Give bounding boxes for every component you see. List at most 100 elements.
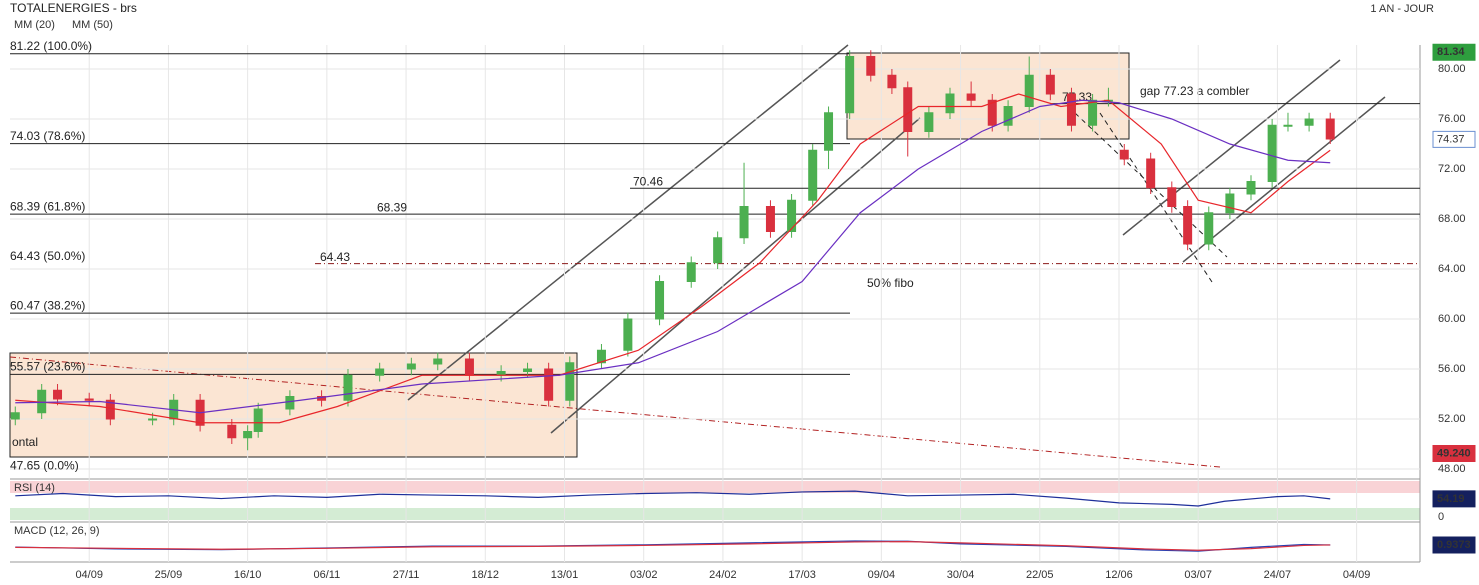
candle-body bbox=[53, 389, 63, 400]
candle-body bbox=[866, 56, 876, 76]
x-tick-label: 27/11 bbox=[393, 569, 420, 581]
badge-label: 49.240 bbox=[1437, 447, 1471, 459]
candle-body bbox=[945, 93, 955, 114]
legend-entry: MM (50) bbox=[72, 19, 113, 31]
trend-line bbox=[550, 117, 921, 434]
trend-line bbox=[1182, 96, 1386, 263]
candle-body bbox=[375, 368, 385, 376]
legend-entry: MM (20) bbox=[14, 19, 55, 31]
panel-label: MACD (12, 26, 9) bbox=[14, 525, 100, 537]
y-tick-label: 80.00 bbox=[1438, 63, 1466, 75]
badge-label: 0.9373 bbox=[1437, 539, 1471, 551]
y-tick-label: 52.00 bbox=[1438, 413, 1466, 425]
candle-body bbox=[544, 368, 554, 401]
badge-label: 81.34 bbox=[1437, 46, 1465, 58]
level-label: 77.33 bbox=[1062, 90, 1092, 104]
candle-body bbox=[523, 368, 533, 372]
price-badge bbox=[1432, 130, 1476, 148]
candle-body bbox=[1167, 187, 1177, 207]
candle-body bbox=[987, 99, 997, 126]
candle-body bbox=[10, 412, 20, 420]
y-tick-label: 0 bbox=[1438, 511, 1444, 523]
candle-body bbox=[596, 349, 606, 364]
drawings bbox=[9, 44, 1421, 563]
x-tick-label: 30/04 bbox=[947, 569, 975, 581]
candle-body bbox=[655, 281, 665, 320]
candle-body bbox=[253, 408, 263, 432]
fib-label: 60.47 (38.2%) bbox=[10, 298, 85, 312]
candle-body bbox=[1003, 106, 1013, 126]
level-label: 64.43 bbox=[320, 250, 350, 264]
candle-body bbox=[787, 199, 797, 232]
fib-label: 64.43 (50.0%) bbox=[10, 249, 85, 263]
candle-body bbox=[464, 358, 474, 376]
y-tick-label: 72.00 bbox=[1438, 163, 1466, 175]
price-badge bbox=[1432, 536, 1476, 554]
candle-body bbox=[1088, 99, 1098, 126]
x-tick-label: 24/02 bbox=[709, 569, 737, 581]
x-tick-label: 16/10 bbox=[234, 569, 262, 581]
candle-body bbox=[105, 399, 115, 420]
level-label: 70.46 bbox=[633, 174, 663, 188]
candle-body bbox=[713, 237, 723, 264]
candle-body bbox=[1183, 206, 1193, 245]
candle-body bbox=[1146, 158, 1156, 189]
price-badge bbox=[1432, 43, 1476, 61]
level-label: 68.39 bbox=[377, 200, 407, 214]
x-tick-label: 25/09 bbox=[155, 569, 183, 581]
badge-label: 74.37 bbox=[1437, 133, 1465, 145]
price-badge bbox=[1432, 490, 1476, 508]
candle-body bbox=[903, 87, 913, 132]
candle-body bbox=[406, 363, 416, 370]
candle-body bbox=[1267, 124, 1277, 182]
candle-body bbox=[343, 374, 353, 401]
rsi-oversold bbox=[10, 508, 1420, 520]
x-tick-label: 03/02 bbox=[630, 569, 658, 581]
candle-body bbox=[966, 93, 976, 101]
x-tick-label: 03/07 bbox=[1184, 569, 1212, 581]
trend-line bbox=[1122, 59, 1341, 236]
candle-body bbox=[887, 74, 897, 89]
badge-label: 54.19 bbox=[1437, 493, 1465, 505]
candle-body bbox=[1246, 181, 1256, 195]
y-tick-label: 56.00 bbox=[1438, 363, 1466, 375]
candle-body bbox=[739, 206, 749, 239]
candle-body bbox=[1225, 193, 1235, 214]
candle-body bbox=[148, 418, 158, 421]
fib-label: 68.39 (61.8%) bbox=[10, 199, 85, 213]
candle-body bbox=[1119, 149, 1129, 160]
panel-label: RSI (14) bbox=[14, 482, 55, 494]
x-tick-label: 09/04 bbox=[868, 569, 896, 581]
candle-body bbox=[765, 206, 775, 232]
candle-body bbox=[565, 362, 575, 401]
candle-body bbox=[1066, 93, 1076, 126]
x-tick-label: 06/11 bbox=[313, 569, 340, 581]
candle-body bbox=[686, 262, 696, 282]
candle-body bbox=[845, 56, 855, 114]
x-tick-label: 04/09 bbox=[1343, 569, 1371, 581]
x-tick-label: 17/03 bbox=[788, 569, 816, 581]
rsi-overbought bbox=[10, 481, 1420, 493]
candle-body bbox=[1304, 118, 1314, 126]
price-badge bbox=[1432, 445, 1476, 462]
candle-body bbox=[1204, 212, 1214, 245]
x-tick-label: 04/09 bbox=[75, 569, 103, 581]
fib-label: 74.03 (78.6%) bbox=[10, 129, 85, 143]
candle-body bbox=[1283, 124, 1293, 127]
y-tick-label: 76.00 bbox=[1438, 113, 1466, 125]
rsi-line bbox=[15, 490, 1331, 507]
candle-body bbox=[924, 112, 934, 132]
moving-average bbox=[15, 93, 1331, 424]
y-tick-label: 60.00 bbox=[1438, 313, 1466, 325]
moving-average bbox=[15, 99, 1331, 414]
candle-body bbox=[808, 149, 818, 201]
trend-line bbox=[1099, 112, 1213, 283]
trend-line bbox=[407, 44, 849, 401]
x-tick-label: 13/01 bbox=[551, 569, 579, 581]
trend-line bbox=[1074, 112, 1228, 258]
x-tick-label: 24/07 bbox=[1264, 569, 1292, 581]
annotation: 50% fibo bbox=[867, 276, 914, 290]
macd-line bbox=[15, 540, 1331, 551]
